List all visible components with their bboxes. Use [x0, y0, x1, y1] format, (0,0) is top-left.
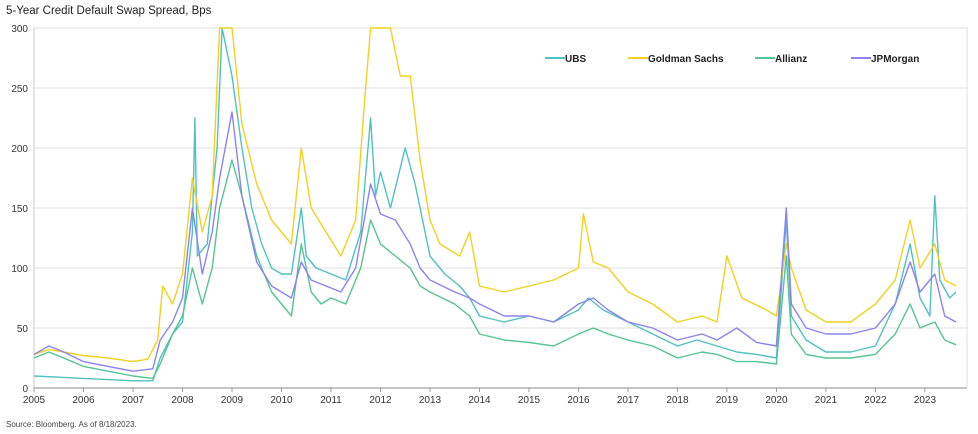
x-tick-label-2020: 2020: [765, 395, 788, 406]
x-tick-label-2016: 2016: [567, 395, 590, 406]
y-tick-label-0: 0: [22, 384, 28, 395]
x-tick-label-2008: 2008: [171, 395, 194, 406]
x-tick-label-2018: 2018: [666, 395, 689, 406]
x-tick-label-2010: 2010: [270, 395, 293, 406]
x-tick-label-2006: 2006: [72, 395, 95, 406]
y-tick-label-200: 200: [11, 144, 28, 155]
chart-title: 5-Year Credit Default Swap Spread, Bps: [6, 5, 212, 17]
x-tick-label-2019: 2019: [716, 395, 739, 406]
source-note: Source: Bloomberg. As of 8/18/2023.: [6, 420, 137, 429]
x-tick-label-2005: 2005: [23, 395, 46, 406]
series-line-ubs: [34, 27, 957, 382]
legend-label-allianz: Allianz: [775, 54, 807, 65]
x-tick-label-2017: 2017: [617, 395, 640, 406]
axis-layer: 0 50 100 150 200 250 300 2005 2006 2007 2008 2009 20…: [11, 24, 968, 406]
x-tick-label-2013: 2013: [419, 395, 442, 406]
legend-label-ubs: UBS: [565, 54, 586, 65]
series-line-jpmorgan: [34, 111, 957, 372]
y-tick-label-250: 250: [11, 84, 28, 95]
series-layer: [34, 27, 957, 382]
y-tick-label-50: 50: [17, 324, 29, 335]
x-tick-label-2014: 2014: [468, 395, 491, 406]
y-tick-label-100: 100: [11, 264, 28, 275]
x-tick-label-2021: 2021: [815, 395, 838, 406]
x-tick-label-2015: 2015: [518, 395, 541, 406]
y-tick-label-150: 150: [11, 204, 28, 215]
legend-label-jpmorgan: JPMorgan: [871, 54, 919, 65]
x-tick-label-2022: 2022: [864, 395, 887, 406]
series-line-allianz: [34, 159, 957, 380]
x-tick-label-2009: 2009: [221, 395, 244, 406]
y-tick-label-300: 300: [11, 24, 28, 35]
x-tick-label-2011: 2011: [320, 395, 342, 406]
x-tick-label-2007: 2007: [122, 395, 145, 406]
legend-label-goldman-sachs: Goldman Sachs: [648, 54, 724, 65]
legend: UBS Goldman Sachs Allianz JPMorgan: [545, 54, 919, 65]
x-tick-label-2023: 2023: [914, 395, 937, 406]
x-tick-label-2012: 2012: [369, 395, 392, 406]
